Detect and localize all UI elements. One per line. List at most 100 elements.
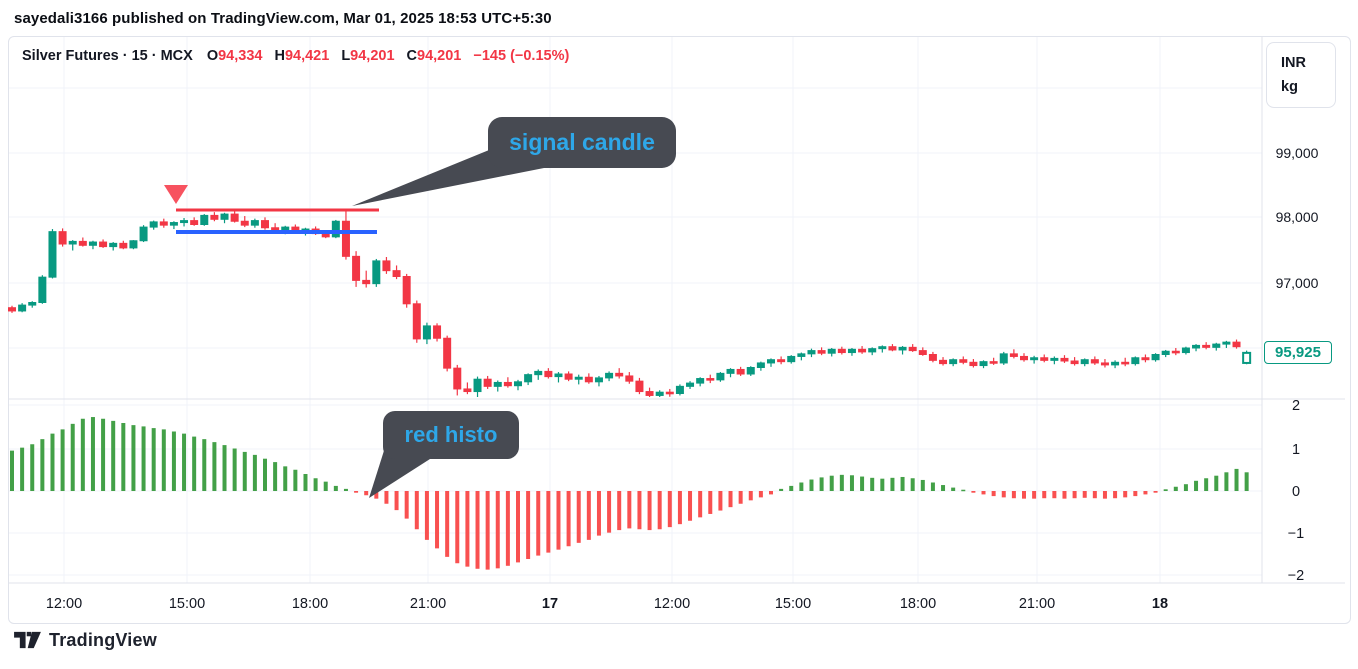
candle-down xyxy=(1070,360,1079,365)
histogram-bar-down xyxy=(495,491,500,569)
histogram-bar-down xyxy=(374,491,379,499)
histogram-bar-down xyxy=(698,491,703,518)
candle-up xyxy=(534,370,543,376)
histogram-bar-down xyxy=(596,491,601,536)
histogram-bar-up xyxy=(1234,468,1239,491)
candle-up xyxy=(878,346,887,350)
histogram-bar-down xyxy=(526,491,531,559)
candle-up xyxy=(129,240,138,249)
histogram-bar-down xyxy=(505,491,510,566)
candle-down xyxy=(939,359,948,365)
candle-up xyxy=(797,353,806,357)
candle-down xyxy=(817,350,826,354)
histogram-bar-up xyxy=(1224,472,1229,491)
candle-up xyxy=(847,348,856,354)
candle-up xyxy=(68,240,77,245)
change-readout: −145 (−0.15%) xyxy=(473,48,570,64)
histogram-bar-up xyxy=(283,466,288,491)
close-readout: C94,201 xyxy=(406,48,462,64)
histogram-bar-down xyxy=(1042,491,1047,499)
candle-down xyxy=(837,348,846,354)
histogram-bar-down xyxy=(404,491,409,519)
candle-up xyxy=(756,362,765,369)
histogram-bar-up xyxy=(779,488,784,491)
histogram-bar-up xyxy=(941,485,946,491)
candle-up xyxy=(605,372,614,379)
histogram-bar-up xyxy=(131,425,136,491)
indicator-axis-label: −2 xyxy=(1288,568,1305,584)
time-axis-label: 12:00 xyxy=(654,596,690,612)
signal-candle-callout: signal candle xyxy=(488,117,676,168)
histogram-bar-up xyxy=(303,474,308,491)
candle-down xyxy=(402,276,411,305)
candle-down xyxy=(443,337,452,369)
candle-down xyxy=(544,370,553,378)
candle-up xyxy=(1131,357,1140,365)
histogram-bar-up xyxy=(890,477,895,491)
candle-up xyxy=(898,346,907,351)
candle-up xyxy=(139,226,148,242)
candle-up xyxy=(767,359,775,364)
candle-down xyxy=(777,359,786,363)
candle-down xyxy=(1232,341,1241,348)
candle-up xyxy=(1212,343,1221,348)
histogram-bar-down xyxy=(424,491,429,540)
histogram-bar-up xyxy=(242,451,247,491)
histogram-bar-down xyxy=(1153,491,1158,493)
ohlc-readout: O94,334 H94,421 L94,201 C94,201 −145 (−0… xyxy=(207,48,569,64)
histogram-bar-up xyxy=(141,426,146,491)
candle-down xyxy=(240,220,249,226)
candle-up xyxy=(250,220,259,226)
tradingview-logo-text: TradingView xyxy=(49,630,157,650)
candle-down xyxy=(382,260,391,272)
histogram-bar-down xyxy=(637,491,642,530)
candle-down xyxy=(483,378,492,387)
candle-down xyxy=(918,350,927,356)
candle-down xyxy=(584,376,593,383)
last-price-badge: 95,925 xyxy=(1264,341,1332,364)
symbol-legend: Silver Futures · 15 · MCX O94,334 H94,42… xyxy=(22,48,569,64)
candle-up xyxy=(220,213,229,220)
histogram-bar-up xyxy=(222,445,227,491)
histogram-bar-down xyxy=(657,491,662,530)
histogram-bar-down xyxy=(718,491,723,511)
candle-up xyxy=(807,350,816,355)
histogram-bar-down xyxy=(435,491,440,549)
histogram-bar-up xyxy=(900,476,905,491)
histogram-bar-up xyxy=(202,439,207,491)
candle-up xyxy=(999,353,1008,364)
candle-down xyxy=(989,361,998,364)
candle-up xyxy=(38,276,47,304)
candle-up xyxy=(422,325,431,340)
currency-label: INR xyxy=(1281,55,1306,71)
time-axis-label: 15:00 xyxy=(775,596,811,612)
histogram-bar-down xyxy=(1123,491,1128,498)
candle-up xyxy=(18,304,27,312)
histogram-bar-down xyxy=(566,491,571,547)
histogram-bar-up xyxy=(1214,475,1219,491)
open-readout: O94,334 xyxy=(206,48,263,64)
histogram-bar-up xyxy=(809,479,814,491)
candle-down xyxy=(261,220,269,229)
histogram-bar-up xyxy=(880,478,885,491)
candle-down xyxy=(736,368,745,375)
candle-down xyxy=(1171,350,1180,354)
candle-down xyxy=(159,221,168,226)
candle-down xyxy=(1202,344,1211,348)
candle-down xyxy=(1020,355,1028,361)
histogram-bar-down xyxy=(516,491,520,563)
candle-down xyxy=(78,240,87,246)
candle-up xyxy=(514,381,522,387)
histogram-bar-up xyxy=(910,478,915,491)
candle-up xyxy=(372,260,381,285)
histogram-bar-up xyxy=(171,431,176,491)
resistance-line xyxy=(176,208,379,212)
low-readout: L94,201 xyxy=(341,48,395,64)
tradingview-branding[interactable]: TradingView xyxy=(14,629,157,652)
histogram-bar-down xyxy=(677,491,682,525)
histogram-bar-up xyxy=(799,482,804,491)
candle-down xyxy=(928,354,937,361)
candle-up xyxy=(949,359,958,365)
histogram-bar-down xyxy=(1001,491,1006,498)
